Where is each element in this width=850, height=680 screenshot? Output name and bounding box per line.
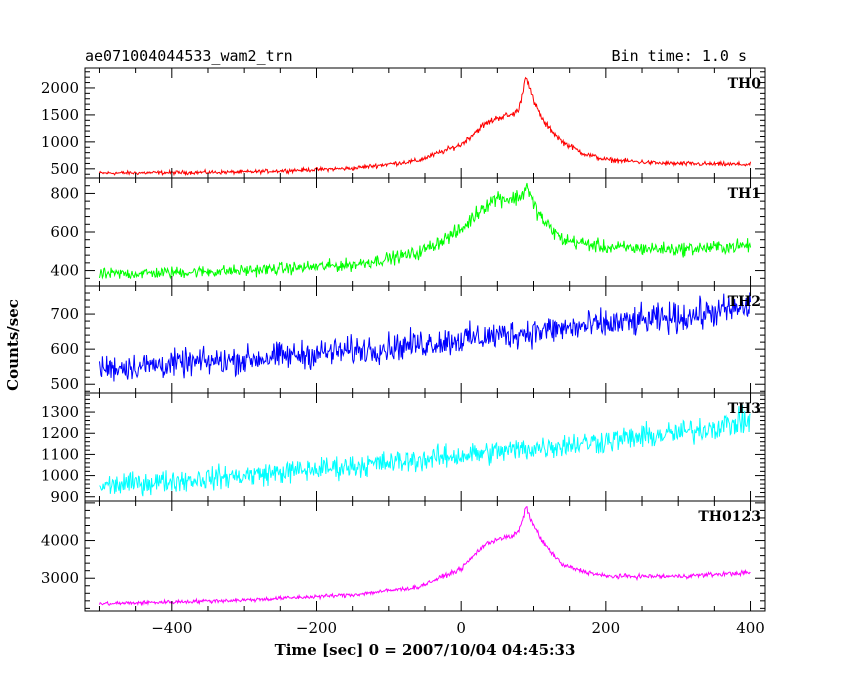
y-tick-label: 1500 [41, 106, 79, 124]
y-tick-label: 1000 [41, 133, 79, 151]
y-axis-label: Counts/sec [4, 299, 22, 391]
x-axis-label: Time [sec] 0 = 2007/10/04 04:45:33 [275, 641, 576, 659]
panel-label-th3: TH3 [728, 401, 761, 417]
panel-label-th0: TH0 [728, 76, 762, 92]
panel-frame [84, 285, 766, 394]
x-tick-label: 400 [736, 619, 765, 637]
panel-th0: 500 1000 1500 2000 TH0 [41, 67, 766, 179]
x-tick-label: 0 [456, 619, 466, 637]
series-th3-line [99, 405, 751, 497]
panel-frame [84, 177, 766, 287]
y-tick-label: 500 [50, 375, 79, 393]
series-th2-line [98, 292, 752, 382]
series-th1-line [98, 182, 752, 280]
y-tick-label: 400 [50, 262, 79, 280]
y-tick-label: 4000 [41, 532, 79, 550]
y-tick-label: 600 [50, 340, 79, 358]
y-tick-label: 1300 [41, 403, 79, 421]
x-tick-label: −400 [151, 619, 192, 637]
y-tick-label: 600 [50, 223, 79, 241]
bin-time-label: Bin time: 1.0 s [612, 47, 747, 65]
y-tick-label: 500 [50, 160, 79, 178]
y-tick-label: 1000 [41, 467, 79, 485]
panel-label-th2: TH2 [728, 294, 761, 310]
y-tick-label: 700 [50, 305, 79, 323]
panel-th3: 900 1000 1100 1200 1300 TH3 [41, 392, 766, 506]
panel-label-th0123: TH0123 [698, 509, 761, 525]
x-tick-label: −200 [296, 619, 337, 637]
panel-th1: 400 600 800 TH1 [50, 177, 766, 287]
panel-label-th1: TH1 [728, 186, 761, 202]
panel-th0123: 3000 4000 TH0123 −400 −200 0 200 400 [41, 500, 766, 637]
plot-title: ae071004044533_wam2_trn [85, 47, 293, 65]
y-tick-label: 2000 [41, 79, 79, 97]
series-th0123-line [99, 505, 751, 607]
panel-th2: 500 600 700 TH2 [50, 285, 766, 394]
y-tick-label: 900 [50, 488, 79, 506]
panel-frame [84, 500, 766, 612]
x-tick-label: 200 [592, 619, 621, 637]
y-tick-label: 1100 [41, 445, 79, 463]
y-tick-label: 1200 [41, 424, 79, 442]
series-th0-line [99, 76, 752, 177]
y-tick-label: 800 [50, 184, 79, 202]
y-tick-label: 3000 [41, 569, 79, 587]
